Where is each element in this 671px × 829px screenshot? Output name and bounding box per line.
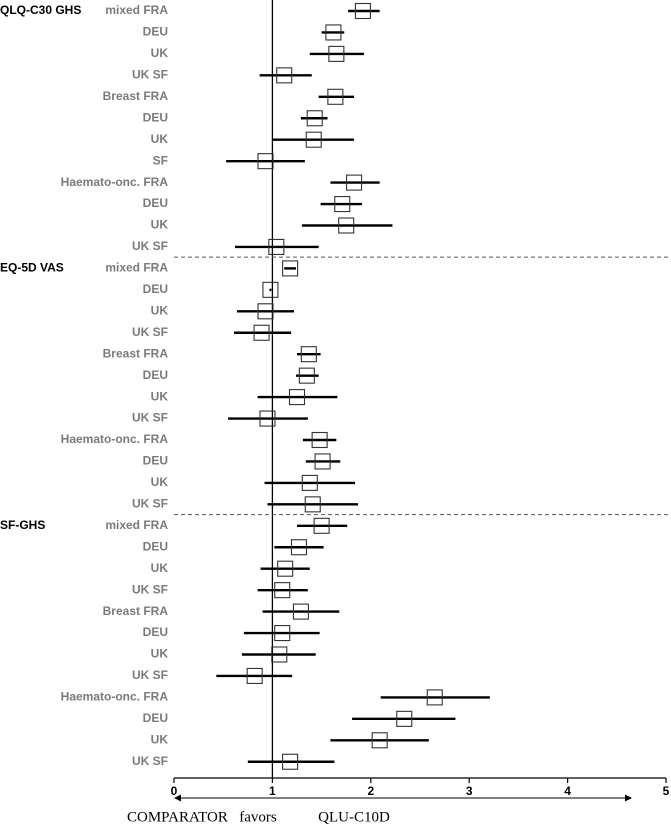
point-estimate bbox=[271, 646, 288, 663]
point-estimate bbox=[371, 732, 388, 749]
point-estimate bbox=[311, 431, 328, 449]
row-label: DEU bbox=[143, 625, 168, 639]
caption-comparator: COMPARATOR bbox=[127, 809, 228, 825]
point-estimate bbox=[282, 260, 299, 277]
row-label: DEU bbox=[143, 25, 168, 39]
point-estimate bbox=[298, 367, 315, 384]
group-label: QLQ-C30 GHS bbox=[0, 3, 81, 17]
row-label: UK bbox=[151, 647, 169, 661]
row-label: mixed FRA bbox=[105, 518, 168, 532]
point-estimate bbox=[338, 217, 355, 234]
point-estimate bbox=[305, 131, 322, 148]
point-estimate bbox=[334, 196, 351, 213]
point-estimate bbox=[274, 624, 291, 642]
point-estimate bbox=[262, 281, 279, 298]
row-label: Breast FRA bbox=[103, 604, 169, 618]
x-tick-label: 3 bbox=[466, 784, 473, 798]
row-label: Haemato-onc. FRA bbox=[61, 690, 169, 704]
row-label: DEU bbox=[143, 282, 168, 296]
point-estimate bbox=[282, 753, 299, 770]
row-label: UK SF bbox=[132, 582, 168, 596]
point-estimate bbox=[325, 24, 342, 41]
point-estimate bbox=[313, 517, 330, 534]
row-label: DEU bbox=[143, 711, 168, 725]
caption-qlu: QLU-C10D bbox=[318, 809, 390, 825]
row-label: DEU bbox=[143, 110, 168, 124]
row-label: UK bbox=[151, 46, 169, 60]
row-label: SF bbox=[153, 153, 168, 167]
row-label: UK SF bbox=[132, 754, 168, 768]
point-estimate bbox=[246, 667, 263, 685]
arrow-head-left bbox=[174, 794, 181, 802]
point-estimate bbox=[328, 45, 345, 62]
row-label: UK bbox=[151, 732, 169, 746]
point-estimate bbox=[300, 346, 317, 363]
row-label: Haemato-onc. FRA bbox=[61, 432, 169, 446]
row-label: UK SF bbox=[132, 411, 168, 425]
point-estimate bbox=[301, 474, 318, 491]
x-tick-label: 0 bbox=[171, 784, 178, 798]
row-label: DEU bbox=[143, 196, 168, 210]
group-label: SF-GHS bbox=[0, 518, 45, 532]
point-estimate bbox=[257, 303, 274, 320]
row-label: mixed FRA bbox=[105, 3, 168, 17]
point-estimate bbox=[274, 582, 291, 599]
point-estimate bbox=[253, 324, 270, 341]
point-estimate bbox=[292, 603, 309, 620]
point-estimate bbox=[354, 2, 371, 20]
row-label: UK SF bbox=[132, 668, 168, 682]
point-estimate bbox=[288, 389, 306, 406]
point-estimate bbox=[276, 67, 293, 84]
x-tick-label: 1 bbox=[269, 784, 276, 798]
row-label: UK SF bbox=[132, 325, 168, 339]
x-tick-label: 2 bbox=[367, 784, 374, 798]
row-label: DEU bbox=[143, 454, 168, 468]
x-tick-label: 4 bbox=[564, 784, 571, 798]
caption-favors: favors bbox=[239, 809, 277, 825]
row-label: DEU bbox=[143, 539, 168, 553]
group-label: EQ-5D VAS bbox=[0, 261, 64, 275]
arrow-head-right bbox=[625, 794, 632, 802]
point-estimate bbox=[290, 539, 308, 556]
point-estimate bbox=[396, 710, 413, 727]
row-label: UK bbox=[151, 218, 169, 232]
row-label: Haemato-onc. FRA bbox=[61, 175, 169, 189]
row-label: UK SF bbox=[132, 239, 168, 253]
point-estimate bbox=[306, 110, 323, 127]
row-label: UK SF bbox=[132, 497, 168, 511]
point-estimate bbox=[257, 153, 274, 170]
row-label: UK bbox=[151, 561, 169, 575]
row-label: UK bbox=[151, 132, 169, 146]
row-label: UK SF bbox=[132, 68, 168, 82]
point-estimate bbox=[304, 496, 321, 513]
row-label: Breast FRA bbox=[103, 89, 169, 103]
point-estimate bbox=[259, 410, 276, 427]
point-estimate bbox=[327, 88, 344, 105]
point-estimate bbox=[426, 689, 443, 706]
point-estimate bbox=[268, 238, 285, 255]
x-tick-label: 5 bbox=[663, 784, 670, 798]
row-label: UK bbox=[151, 389, 169, 403]
row-label: UK bbox=[151, 303, 169, 317]
row-label: mixed FRA bbox=[105, 261, 168, 275]
point-estimate bbox=[277, 560, 294, 577]
row-label: Breast FRA bbox=[103, 346, 169, 360]
point-estimate bbox=[314, 453, 331, 470]
row-label: DEU bbox=[143, 368, 168, 382]
point-estimate bbox=[346, 174, 363, 191]
row-label: UK bbox=[151, 475, 169, 489]
